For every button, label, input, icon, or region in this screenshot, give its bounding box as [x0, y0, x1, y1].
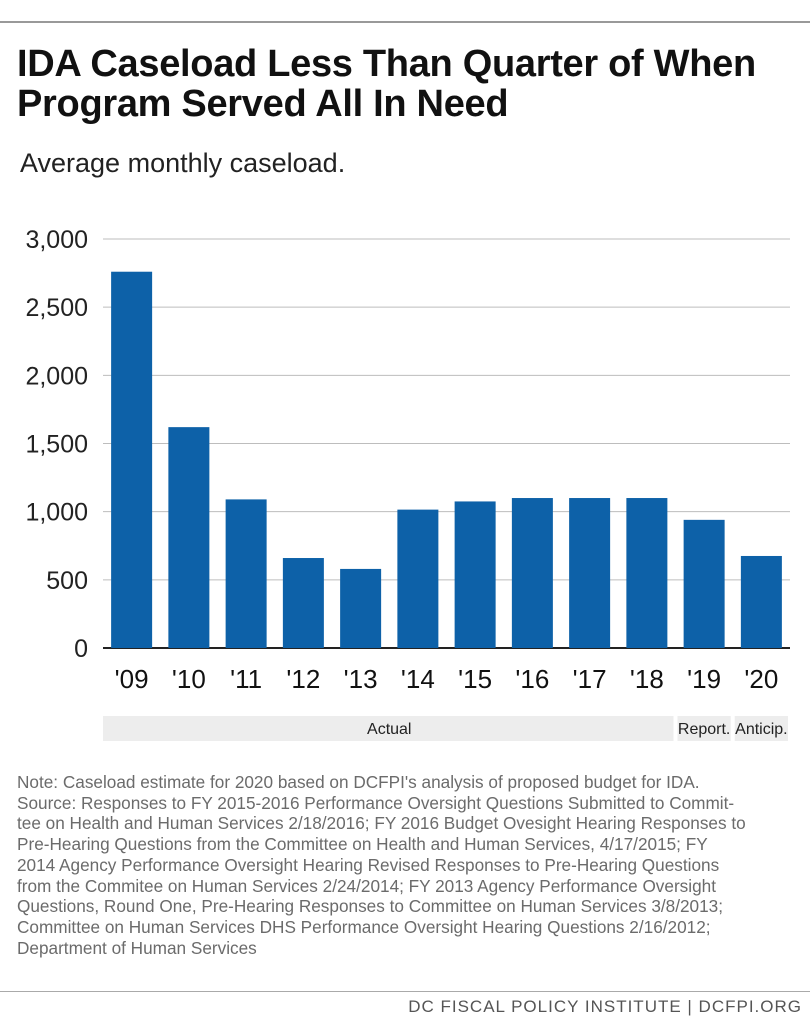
bar — [225, 499, 267, 648]
group-label: Anticip. — [735, 721, 787, 738]
x-tick-label: '20 — [744, 664, 778, 694]
note-line: Note: Caseload estimate for 2020 based o… — [17, 772, 700, 792]
bar — [511, 498, 553, 648]
y-tick-label: 1,500 — [25, 431, 88, 459]
x-tick-label: '17 — [573, 664, 607, 694]
x-tick-label: '13 — [344, 664, 378, 694]
note-line: tee on Health and Human Services 2/18/20… — [17, 813, 746, 834]
bar — [683, 519, 725, 648]
top-rule — [0, 21, 810, 23]
x-tick-label: '12 — [286, 664, 320, 694]
x-tick-label: '11 — [230, 664, 262, 694]
group-band — [734, 716, 788, 741]
bar — [740, 555, 782, 648]
bar — [340, 568, 382, 648]
bar-chart: 0 500 1,000 1,500 2,000 2,500 3,000 '09 '10 '11 '1… — [25, 226, 790, 741]
footer-credit: DC FISCAL POLICY INSTITUTE | DCFPI.ORG — [408, 997, 802, 1016]
bar — [397, 509, 439, 648]
bar — [569, 498, 611, 648]
group-label: Report. — [678, 721, 730, 738]
note-line: Questions, Round One, Pre-Hearing Respon… — [17, 896, 724, 917]
bar — [626, 498, 668, 648]
bar — [282, 558, 324, 648]
bottom-rule — [0, 991, 810, 992]
x-tick-label: '18 — [630, 664, 664, 694]
bar — [111, 271, 153, 648]
source-note: Note: Caseload estimate for 2020 based o… — [17, 772, 802, 958]
y-tick-label: 1,000 — [25, 499, 88, 527]
bar — [168, 427, 210, 648]
x-tick-label: '15 — [458, 664, 492, 694]
bar — [454, 501, 496, 648]
x-tick-label: '09 — [115, 664, 149, 694]
group-label: Actual — [367, 721, 411, 738]
x-tick-label: '10 — [172, 664, 206, 694]
x-tick-label: '16 — [515, 664, 549, 694]
y-tick-label: 500 — [46, 567, 88, 595]
note-line: from the Commitee on Human Services 2/24… — [17, 875, 716, 896]
x-tick-label: '14 — [401, 664, 435, 694]
y-tick-label: 2,000 — [25, 362, 88, 390]
note-line: 2014 Agency Performance Oversight Hearin… — [17, 854, 720, 875]
note-line: Committee on Human Services DHS Performa… — [17, 916, 711, 937]
y-tick-label: 0 — [74, 635, 88, 663]
x-tick-label: '19 — [687, 664, 721, 694]
chart-title: IDA Caseload Less Than Quarter of When P… — [17, 43, 756, 125]
note-line: Source: Responses to FY 2015-2016 Perfor… — [17, 792, 735, 813]
y-tick-label: 3,000 — [25, 226, 88, 254]
y-tick-label: 2,500 — [25, 294, 88, 322]
group-band — [103, 716, 674, 741]
note-line: Department of Human Services — [17, 937, 257, 958]
chart-subtitle: Average monthly caseload. — [20, 148, 346, 178]
group-band — [677, 716, 731, 741]
note-line: Pre-Hearing Questions from the Committee… — [17, 834, 708, 855]
